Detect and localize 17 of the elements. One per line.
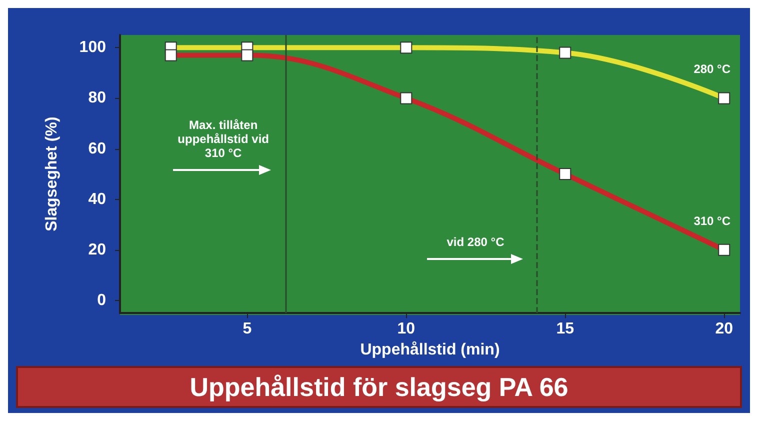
y-axis-title: Slagseghet (%) [44, 116, 60, 232]
x-tick-label: 20 [715, 320, 734, 338]
y-tick-label: 60 [88, 140, 106, 158]
y-tick-label: 20 [88, 241, 106, 258]
y-tick-label: 0 [97, 292, 106, 309]
x-tick-label: 10 [397, 320, 416, 338]
y-tick-label: 80 [88, 90, 106, 107]
series-label: 310 °C [694, 214, 731, 228]
x-tick-label: 5 [242, 320, 252, 338]
x-tick-label: 15 [556, 320, 574, 338]
ref-line-label: vid 280 °C [446, 235, 506, 250]
text: Uppehållstid för slagseg PA 66 [190, 372, 568, 402]
series-label: 280 °C [694, 62, 731, 76]
y-tick-label: 40 [88, 190, 106, 208]
x-axis-title: Uppehållstid (min) [360, 340, 500, 358]
ref-line-label: Max. tillåten uppehållstid vid 310 °C [176, 118, 270, 160]
y-tick-label: 100 [79, 39, 106, 56]
